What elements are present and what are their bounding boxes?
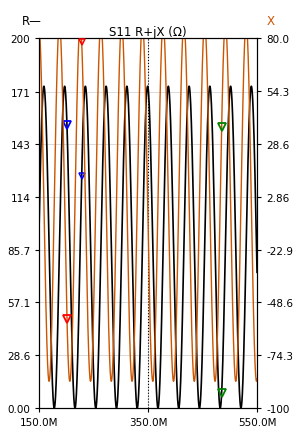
Text: R—: R— xyxy=(22,15,42,28)
Title: S11 R+jX (Ω): S11 R+jX (Ω) xyxy=(109,26,187,39)
Text: X: X xyxy=(266,15,274,28)
